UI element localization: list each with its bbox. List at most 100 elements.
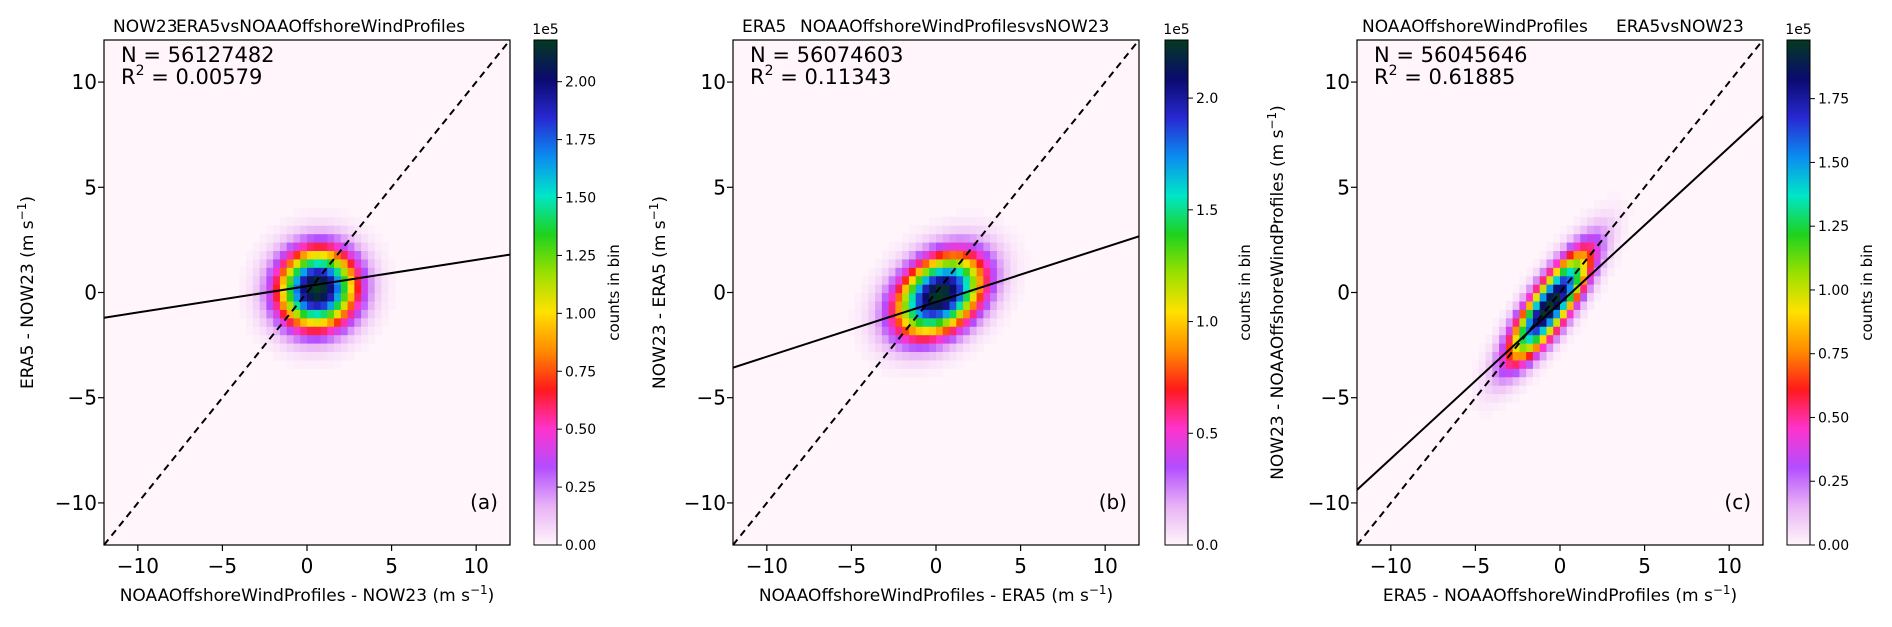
heatmap-cell: [969, 292, 978, 302]
heatmap-cell: [1560, 292, 1568, 302]
heatmap-cell: [367, 309, 376, 319]
heatmap-cell: [875, 284, 883, 294]
heatmap-cell: [293, 334, 301, 344]
heatmap-cell: [942, 343, 951, 353]
heatmap-cell: [307, 317, 315, 327]
heatmap-cell: [286, 275, 295, 285]
heatmap-cell: [854, 334, 863, 344]
heatmap-cell: [990, 317, 998, 327]
heatmap-cell: [922, 368, 930, 378]
heatmap-cell: [1512, 326, 1520, 336]
heatmap-cell: [1478, 401, 1487, 411]
heatmap-cell: [374, 242, 383, 252]
heatmap-cell: [936, 225, 944, 235]
heatmap-cell: [1478, 376, 1487, 386]
heatmap-cell: [259, 258, 267, 268]
colorbar-tick-label: 1.75: [565, 133, 596, 149]
heatmap-cell: [888, 334, 896, 344]
heatmap-cell: [990, 334, 998, 344]
heatmap-cell: [868, 334, 876, 344]
heatmap-cell: [374, 267, 383, 277]
heatmap-cell: [273, 250, 281, 260]
heatmap-cell: [942, 326, 951, 336]
heatmap-cell: [354, 250, 362, 260]
stat-r2-symbol: R: [121, 65, 136, 89]
heatmap-cell: [1472, 359, 1480, 369]
heatmap-cell: [279, 275, 288, 285]
heatmap-cell: [300, 326, 308, 336]
heatmap-cell: [293, 233, 301, 243]
heatmap-cell: [963, 317, 971, 327]
heatmap-cell: [1560, 233, 1568, 243]
heatmap-cell: [1546, 292, 1554, 302]
heatmap-cell: [1607, 191, 1615, 201]
heatmap-cell: [936, 216, 944, 226]
heatmap-cell: [1532, 317, 1541, 327]
heatmap-cell: [327, 309, 335, 319]
heatmap-cell: [259, 326, 267, 336]
heatmap-cell: [347, 317, 355, 327]
heatmap-cell: [266, 343, 274, 353]
heatmap-cell: [1614, 258, 1622, 268]
heatmap-cell: [1560, 343, 1568, 353]
heatmap-cell: [895, 267, 903, 277]
stat-r2-symbol: R: [750, 65, 765, 89]
heatmap-cell: [1472, 368, 1480, 378]
heatmap-cell: [252, 242, 261, 252]
heatmap-cell: [300, 317, 308, 327]
heatmap-cell: [1499, 309, 1507, 319]
heatmap-cell: [361, 309, 369, 319]
heatmap-cell: [902, 250, 910, 260]
heatmap-cell: [279, 216, 288, 226]
heatmap-cell: [1492, 326, 1500, 336]
heatmap-cell: [881, 343, 890, 353]
heatmap-cell: [300, 242, 308, 252]
heatmap-cell: [340, 317, 349, 327]
heatmap-cell: [320, 334, 328, 344]
heatmap-cell: [327, 300, 335, 310]
heatmap-cell: [1499, 376, 1507, 386]
heatmap-cell: [347, 233, 355, 243]
heatmap-cell: [320, 284, 328, 294]
heatmap-cell: [942, 334, 951, 344]
heatmap-cell: [861, 292, 869, 302]
heatmap-cell: [1519, 343, 1527, 353]
heatmap-cell: [942, 359, 951, 369]
heatmap-cell: [854, 300, 863, 310]
heatmap-cell: [246, 275, 254, 285]
heatmap-cell: [1560, 250, 1568, 260]
heatmap-cell: [374, 326, 383, 336]
heatmap-cell: [942, 284, 951, 294]
x-axis-label: ERA5 - NOAAOffshoreWindProfiles (m s−1): [1383, 583, 1737, 606]
heatmap-cell: [259, 250, 267, 260]
heatmap-cell: [286, 351, 295, 361]
heatmap-cell: [273, 242, 281, 252]
x-tick-label: 5: [1014, 554, 1027, 578]
stat-n: N = 56074603: [750, 43, 904, 67]
heatmap-cell: [922, 343, 930, 353]
heatmap-cell: [307, 334, 315, 344]
heatmap-cell: [367, 267, 376, 277]
heatmap-cell: [381, 275, 389, 285]
y-axis-label: NOW23 - NOAAOffshoreWindProfiles (m s−1): [1265, 105, 1288, 480]
heatmap-cell: [1573, 292, 1581, 302]
heatmap-cell: [273, 317, 281, 327]
heatmap-cell: [1593, 275, 1602, 285]
heatmap-cell: [327, 326, 335, 336]
heatmap-cell: [252, 334, 261, 344]
heatmap-cell: [996, 250, 1005, 260]
heatmap-cell: [293, 267, 301, 277]
heatmap-cell: [252, 250, 261, 260]
heatmap-cell: [983, 317, 991, 327]
heatmap-cell: [252, 300, 261, 310]
heatmap-cell: [286, 233, 295, 243]
x-axis-label: NOAAOffshoreWindProfiles - ERA5 (m s−1): [759, 583, 1113, 606]
x-tick-label: 5: [385, 554, 398, 578]
heatmap-cell: [293, 317, 301, 327]
heatmap-cell: [942, 258, 951, 268]
x-tick-label: −10: [1370, 554, 1412, 578]
heatmap-cell: [313, 242, 322, 252]
heatmap-cell: [969, 284, 978, 294]
heatmap-cell: [868, 359, 876, 369]
heatmap-cell: [908, 225, 917, 235]
